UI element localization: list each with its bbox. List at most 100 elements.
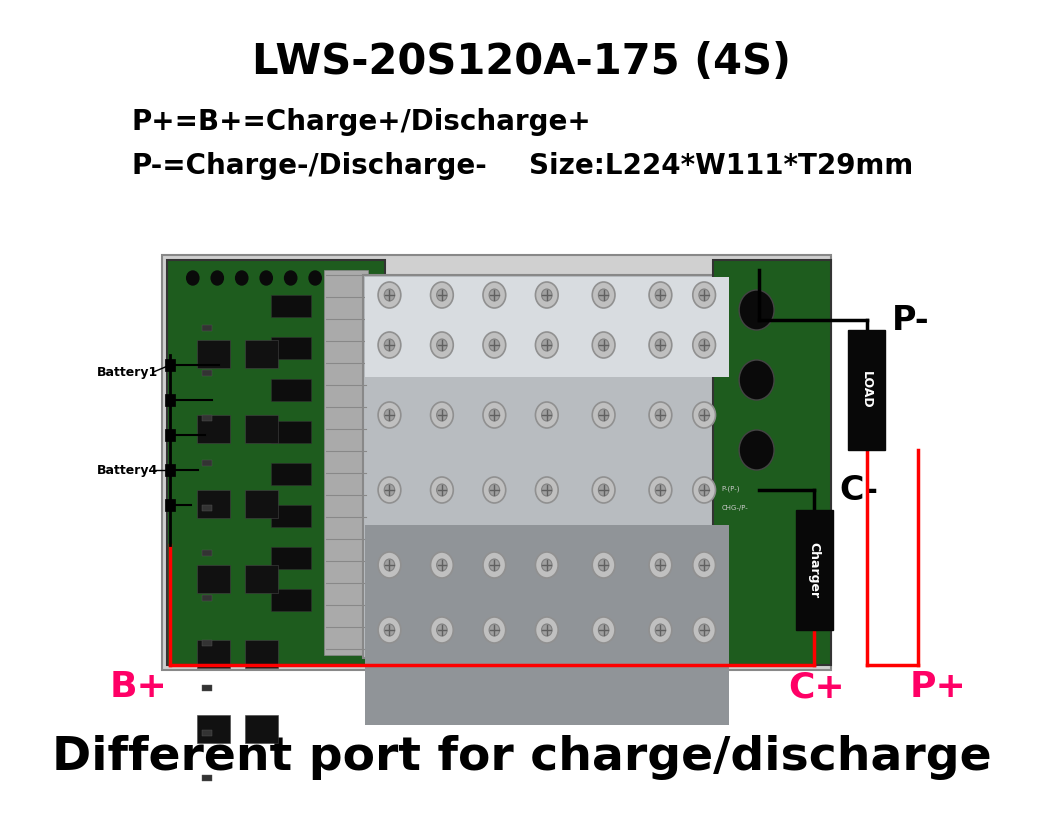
- Bar: [167, 260, 385, 665]
- Bar: [271, 463, 311, 485]
- Bar: [197, 640, 231, 668]
- Circle shape: [592, 617, 615, 643]
- Circle shape: [699, 484, 709, 496]
- Circle shape: [592, 552, 615, 578]
- Circle shape: [535, 477, 558, 503]
- Circle shape: [379, 402, 401, 428]
- Circle shape: [693, 477, 715, 503]
- Circle shape: [285, 271, 297, 285]
- Circle shape: [535, 402, 558, 428]
- Circle shape: [384, 289, 394, 301]
- Circle shape: [655, 289, 665, 301]
- Circle shape: [693, 552, 715, 578]
- Bar: [201, 460, 212, 466]
- Circle shape: [379, 552, 401, 578]
- Bar: [245, 415, 278, 443]
- Circle shape: [489, 289, 500, 301]
- Circle shape: [541, 484, 552, 496]
- Circle shape: [384, 624, 394, 636]
- Circle shape: [384, 559, 394, 571]
- Bar: [197, 340, 231, 368]
- Text: Different port for charge/discharge: Different port for charge/discharge: [52, 735, 991, 780]
- Bar: [271, 337, 311, 359]
- Circle shape: [541, 624, 552, 636]
- Circle shape: [655, 484, 665, 496]
- Circle shape: [599, 624, 609, 636]
- Circle shape: [699, 409, 709, 421]
- Circle shape: [187, 271, 199, 285]
- Text: Battery4: Battery4: [97, 463, 157, 476]
- Circle shape: [437, 339, 447, 351]
- Bar: [201, 640, 212, 646]
- Bar: [163, 255, 831, 670]
- Circle shape: [541, 409, 552, 421]
- Circle shape: [541, 559, 552, 571]
- Circle shape: [699, 624, 709, 636]
- Text: Battery1: Battery1: [97, 365, 157, 378]
- Bar: [271, 379, 311, 401]
- Text: C+: C+: [789, 670, 845, 704]
- Bar: [201, 415, 212, 421]
- Bar: [197, 565, 231, 593]
- Bar: [324, 270, 367, 655]
- Text: Charger: Charger: [807, 542, 821, 598]
- Bar: [201, 775, 212, 781]
- Circle shape: [437, 484, 447, 496]
- Circle shape: [236, 271, 248, 285]
- Circle shape: [599, 559, 609, 571]
- Circle shape: [489, 339, 500, 351]
- Circle shape: [260, 271, 272, 285]
- Bar: [165, 359, 175, 371]
- Circle shape: [483, 477, 506, 503]
- Circle shape: [693, 282, 715, 308]
- Circle shape: [489, 559, 500, 571]
- Circle shape: [699, 289, 709, 301]
- Circle shape: [649, 282, 672, 308]
- Circle shape: [437, 289, 447, 301]
- Circle shape: [655, 624, 665, 636]
- Circle shape: [592, 402, 615, 428]
- Circle shape: [489, 624, 500, 636]
- Circle shape: [655, 409, 665, 421]
- Circle shape: [739, 430, 774, 470]
- Bar: [245, 490, 278, 518]
- Circle shape: [483, 402, 506, 428]
- Circle shape: [431, 617, 454, 643]
- Bar: [201, 595, 212, 601]
- Bar: [271, 295, 311, 317]
- Text: P-: P-: [892, 303, 929, 337]
- Bar: [165, 394, 175, 406]
- Bar: [245, 565, 278, 593]
- Circle shape: [699, 339, 709, 351]
- Circle shape: [431, 332, 454, 358]
- Circle shape: [739, 290, 774, 330]
- Bar: [201, 325, 212, 331]
- Bar: [201, 505, 212, 511]
- Circle shape: [483, 282, 506, 308]
- Bar: [365, 525, 729, 725]
- Circle shape: [379, 332, 401, 358]
- Circle shape: [437, 624, 447, 636]
- Text: LOAD: LOAD: [860, 371, 873, 408]
- Bar: [165, 499, 175, 511]
- Circle shape: [599, 339, 609, 351]
- Circle shape: [309, 271, 321, 285]
- Circle shape: [649, 402, 672, 428]
- Circle shape: [649, 552, 672, 578]
- Circle shape: [655, 339, 665, 351]
- Bar: [363, 275, 730, 658]
- Circle shape: [379, 617, 401, 643]
- Circle shape: [483, 617, 506, 643]
- Circle shape: [541, 339, 552, 351]
- Circle shape: [739, 360, 774, 400]
- Bar: [271, 505, 311, 527]
- Circle shape: [693, 617, 715, 643]
- Text: Size:L224*W111*T29mm: Size:L224*W111*T29mm: [529, 152, 914, 180]
- Circle shape: [655, 559, 665, 571]
- Bar: [245, 340, 278, 368]
- Circle shape: [693, 332, 715, 358]
- Circle shape: [649, 617, 672, 643]
- Bar: [271, 547, 311, 569]
- Circle shape: [437, 409, 447, 421]
- Circle shape: [431, 477, 454, 503]
